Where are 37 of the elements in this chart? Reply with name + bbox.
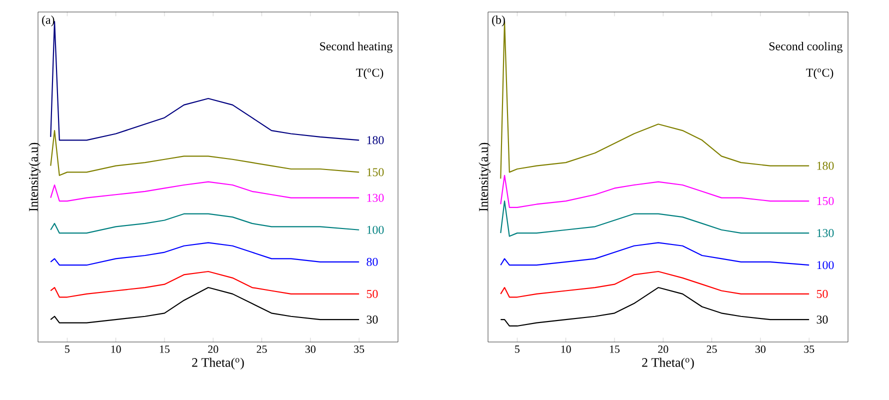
series-label: 30 [816, 316, 828, 324]
legend-title: T($^{o}$C) [356, 68, 384, 80]
x-tick-label: 15 [160, 346, 170, 353]
x-tick-label: 35 [354, 346, 364, 353]
series-label: 180 [817, 162, 834, 170]
x-tick-label: 25 [256, 346, 267, 353]
chart-title: (a) [42, 16, 54, 26]
annotation: Second cooling [769, 42, 842, 53]
x-axis-title: 2 Theta($^{o}$) [192, 358, 244, 370]
x-tick-label: 20 [658, 346, 668, 353]
legend-title: T($^{o}$C) [806, 68, 834, 80]
x-tick-label: 15 [610, 346, 620, 353]
series-label: 180 [367, 136, 384, 144]
x-tick-label: 20 [208, 346, 218, 353]
x-tick-label: 10 [561, 346, 571, 353]
x-tick-label: 5 [515, 346, 520, 353]
x-tick-label: 5 [65, 346, 70, 353]
series-label: 130 [367, 194, 384, 202]
x-tick-label: 10 [111, 346, 121, 353]
x-tick-label: 30 [305, 346, 316, 353]
series-label: 30 [366, 316, 378, 324]
x-tick-label: 30 [755, 346, 766, 353]
series-label: 150 [367, 168, 384, 176]
annotation: Second heating [320, 42, 392, 53]
x-tick-label: 35 [804, 346, 814, 353]
y-axis-title: Intensity(a.u) [28, 142, 40, 212]
chart-title: (b) [492, 16, 505, 26]
x-tick-label: 25 [706, 346, 717, 353]
series-label: 50 [816, 290, 828, 298]
x-axis-title: 2 Theta($^{o}$) [642, 358, 694, 370]
series-label: 50 [366, 290, 378, 298]
series-label: 150 [817, 196, 834, 206]
y-axis-title: Intensity(a.u) [478, 142, 490, 212]
series-label: 80 [366, 258, 378, 266]
series-label: 100 [367, 226, 384, 234]
series-label: 100 [817, 261, 834, 270]
series-label: 130 [817, 229, 834, 238]
